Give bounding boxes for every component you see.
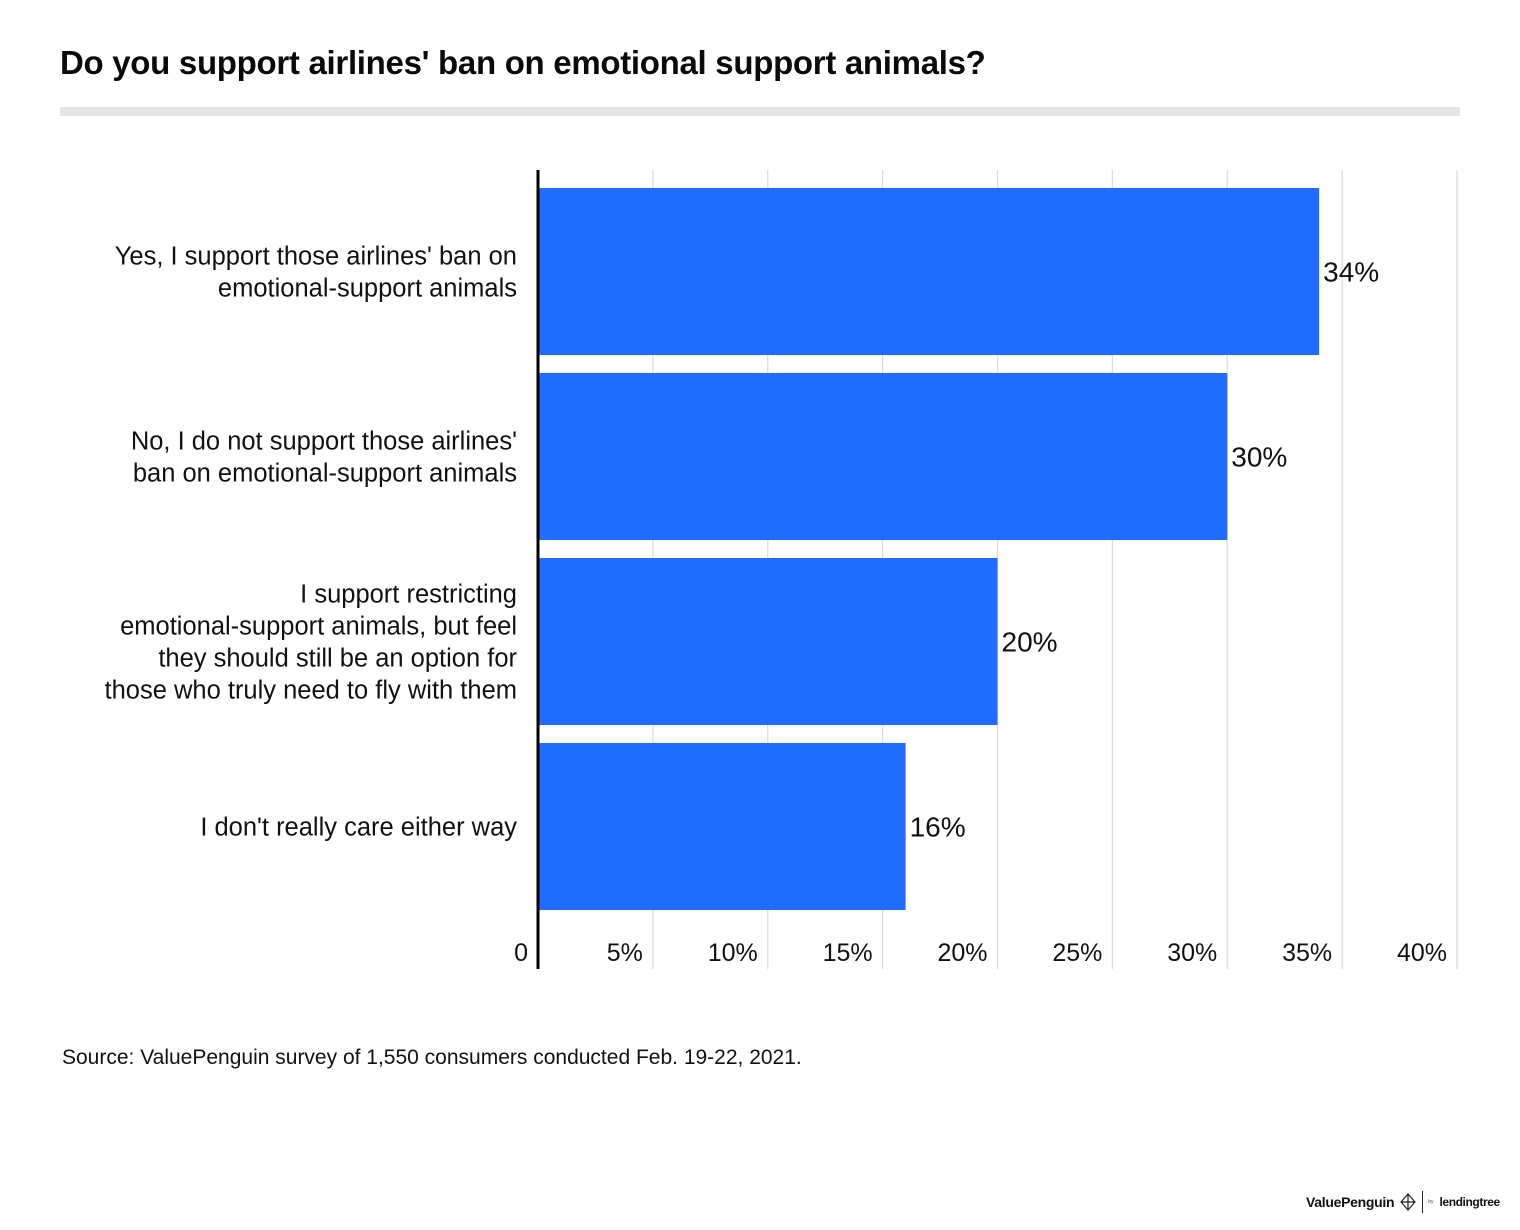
category-label: I support restricting emotional-support a… [105, 581, 518, 705]
chart-title: Do you support airlines' ban on emotiona… [60, 44, 986, 81]
category-label-line: emotional-support animals [218, 275, 517, 303]
x-tick-label: 20% [937, 939, 987, 967]
bar-value-label: 20% [1002, 627, 1058, 658]
category-labels: Yes, I support those airlines' ban on emo… [105, 243, 518, 842]
bar [538, 373, 1228, 540]
x-tick-labels: 0 5% 10% 15% 20% 25% 30% 35% 40% [514, 939, 1447, 967]
source-note: Source: ValuePenguin survey of 1,550 con… [62, 1046, 802, 1069]
category-label: No, I do not support those airlines' ban … [131, 428, 517, 488]
bar-value-label: 34% [1323, 257, 1379, 288]
category-label-line: I support restricting [300, 581, 517, 609]
penguin-icon [1400, 1193, 1417, 1211]
category-label-line: ban on emotional-support animals [133, 460, 517, 488]
x-tick-label: 0 [514, 939, 528, 967]
category-label-line: those who truly need to fly with them [105, 677, 517, 705]
x-tick-label: 5% [607, 939, 643, 967]
value-labels: 34% 30% 20% 16% [910, 257, 1380, 843]
x-tick-label: 25% [1052, 939, 1102, 967]
category-label-line: No, I do not support those airlines' [131, 428, 517, 456]
category-label: Yes, I support those airlines' ban on emo… [115, 243, 517, 303]
category-label-line: they should still be an option for [158, 645, 517, 673]
brand-logo: ValuePenguin by lendingtree [1306, 1188, 1500, 1216]
bar [538, 743, 906, 910]
category-label-line: I don't really care either way [200, 814, 517, 842]
x-tick-label: 35% [1282, 939, 1332, 967]
brand-divider [1422, 1191, 1424, 1213]
bars [538, 188, 1320, 910]
category-label-line: emotional-support animals, but feel [120, 613, 517, 641]
title-divider [60, 107, 1460, 116]
brand-by: by [1428, 1199, 1434, 1205]
brand-parent: lendingtree [1439, 1195, 1500, 1209]
bar-value-label: 30% [1231, 442, 1287, 473]
x-tick-label: 15% [823, 939, 873, 967]
x-tick-label: 10% [708, 939, 758, 967]
bar [538, 558, 998, 725]
bar [538, 188, 1320, 355]
category-label: I don't really care either way [200, 814, 517, 842]
brand-name: ValuePenguin [1306, 1194, 1395, 1210]
x-tick-label: 30% [1167, 939, 1217, 967]
bar-value-label: 16% [910, 812, 966, 843]
category-label-line: Yes, I support those airlines' ban on [115, 243, 517, 271]
x-tick-label: 40% [1397, 939, 1447, 967]
